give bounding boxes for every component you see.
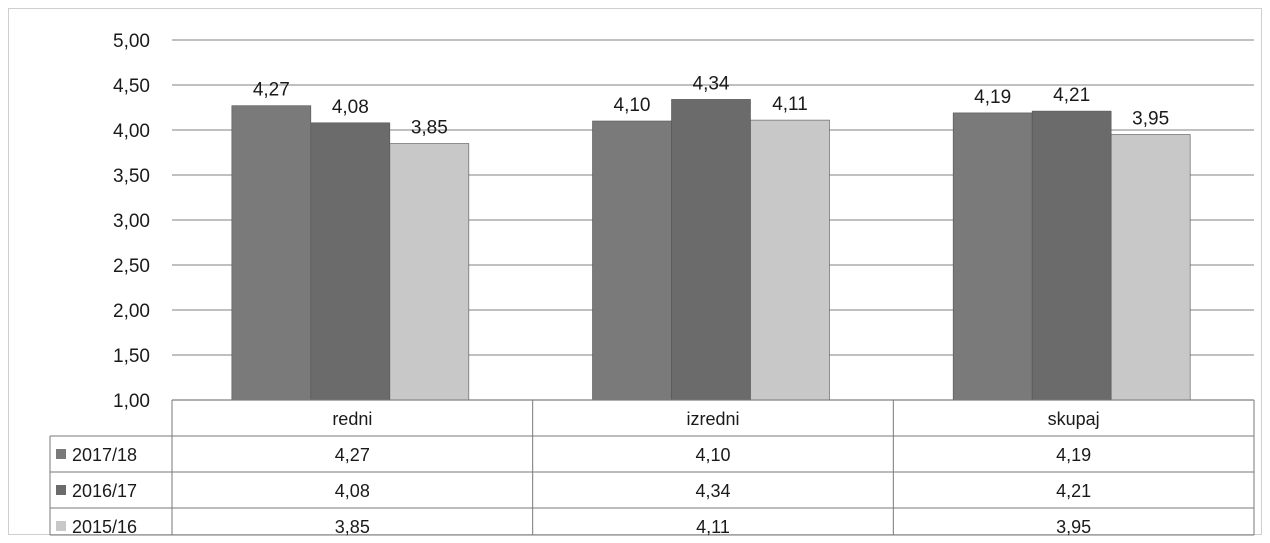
data-label: 4,08: [332, 97, 369, 118]
table-value-cell: 4,11: [696, 517, 730, 537]
table-category-header: izredni: [686, 409, 739, 429]
legend-swatch: [56, 521, 66, 531]
y-tick-label: 1,00: [113, 391, 150, 412]
data-label: 3,85: [411, 118, 448, 139]
legend-swatch: [56, 485, 66, 495]
legend-series-name: 2015/16: [72, 517, 137, 537]
data-label: 4,10: [614, 95, 651, 116]
bar: [310, 122, 391, 401]
bar: [389, 143, 470, 401]
data-label: 3,95: [1132, 109, 1169, 130]
table-value-cell: 3,85: [335, 517, 370, 537]
bar: [231, 105, 312, 401]
legend-series-name: 2016/17: [72, 481, 137, 501]
y-tick-label: 5,00: [113, 31, 150, 52]
table-value-cell: 4,27: [335, 445, 370, 465]
data-label: 4,19: [974, 87, 1011, 108]
legend-swatch: [56, 449, 66, 459]
table-value-cell: 4,21: [1056, 481, 1091, 501]
bar: [952, 112, 1033, 401]
y-tick-label: 4,50: [113, 76, 150, 97]
y-tick-label: 4,00: [113, 121, 150, 142]
table-value-cell: 4,19: [1056, 445, 1091, 465]
bar: [592, 120, 672, 401]
table-category-header: skupaj: [1048, 409, 1100, 429]
bar: [1031, 110, 1112, 401]
table-value-cell: 4,34: [695, 481, 730, 501]
y-tick-label: 3,50: [113, 166, 150, 187]
y-tick-label: 2,00: [113, 301, 150, 322]
table-value-cell: 4,10: [695, 445, 730, 465]
data-label: 4,21: [1053, 85, 1090, 106]
bar: [750, 119, 830, 401]
bar: [671, 99, 751, 401]
y-tick-label: 3,00: [113, 211, 150, 232]
table-category-header: redni: [332, 409, 372, 429]
y-tick-label: 1,50: [113, 346, 150, 367]
data-label: 4,11: [772, 94, 808, 115]
data-label: 4,27: [253, 80, 290, 101]
table-value-cell: 3,95: [1056, 517, 1091, 537]
bar: [1110, 134, 1191, 401]
data-label: 4,34: [693, 73, 730, 94]
legend-series-name: 2017/18: [72, 445, 137, 465]
y-tick-label: 2,50: [113, 256, 150, 277]
table-value-cell: 4,08: [335, 481, 370, 501]
